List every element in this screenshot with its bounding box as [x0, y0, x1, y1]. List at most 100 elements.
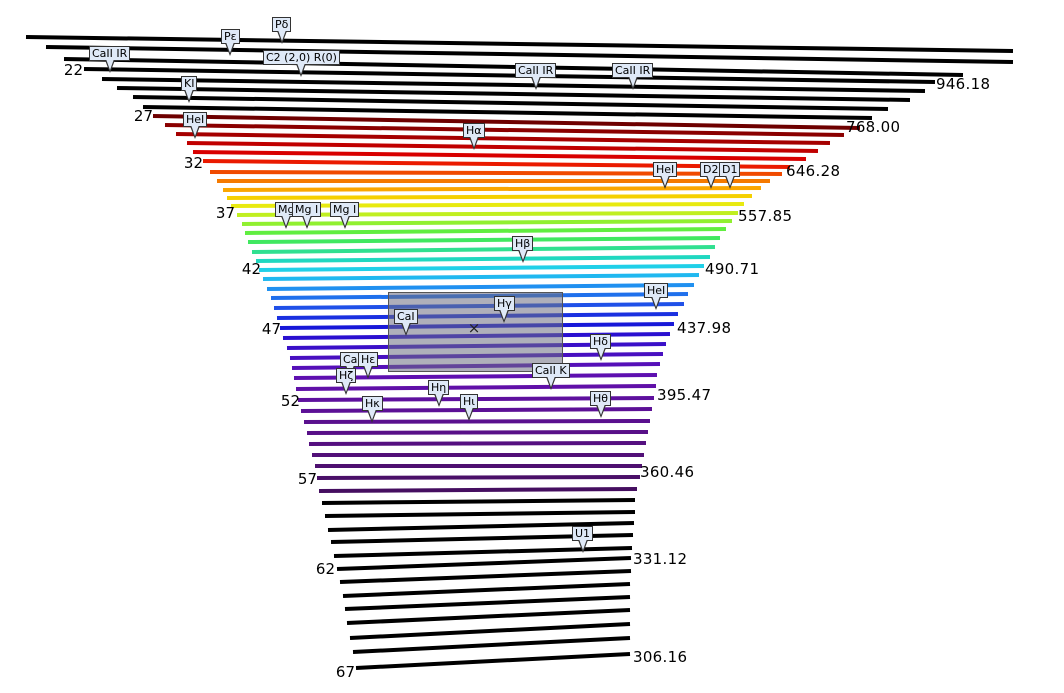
echelle-order-line: [175, 132, 831, 145]
echelle-order-line: [132, 95, 889, 111]
echelle-order-line: [186, 141, 819, 153]
echelle-order-line: [226, 194, 753, 200]
callout-label: Pδ: [272, 17, 292, 32]
spectral-line-callout[interactable]: Hζ: [336, 368, 357, 395]
spectral-line-callout[interactable]: Mg: [275, 202, 298, 229]
callout-label: Hι: [460, 394, 478, 409]
callout-pointer: [368, 409, 377, 420]
spectral-line-callout[interactable]: Hι: [460, 394, 478, 421]
echelle-order-line: [209, 170, 783, 176]
spectral-line-callout[interactable]: D1: [719, 162, 741, 189]
spectral-line-callout[interactable]: HeI: [644, 283, 669, 310]
echelle-order-line: [346, 608, 631, 625]
spectral-line-callout[interactable]: CaII IR: [89, 46, 131, 73]
echelle-order-line: [324, 510, 636, 518]
echelle-order-line: [222, 186, 762, 192]
callout-pointer: [191, 125, 200, 136]
callout-label: Hδ: [590, 334, 612, 349]
echelle-order-line: [316, 475, 641, 480]
spectral-line-callout[interactable]: Hθ: [590, 391, 612, 418]
callout-pointer: [302, 215, 311, 226]
callout-pointer: [578, 539, 587, 550]
callout-pointer: [340, 215, 349, 226]
callout-pointer: [342, 381, 351, 392]
spectral-line-callout[interactable]: CaII IR: [515, 63, 557, 90]
echelle-order-line: [251, 245, 716, 254]
spectral-line-callout[interactable]: Mg I: [292, 202, 322, 229]
callout-label: Mg: [275, 202, 298, 217]
callout-label: U1: [572, 526, 594, 541]
echelle-order-line: [318, 487, 638, 493]
callout-pointer: [628, 76, 637, 87]
echelle-order-line: [241, 219, 733, 226]
spectral-line-callout[interactable]: Hκ: [362, 396, 383, 423]
callout-label: Mg I: [330, 202, 360, 217]
spectral-line-callout[interactable]: Hη: [428, 380, 450, 407]
callout-pointer: [596, 404, 605, 415]
spectral-line-callout[interactable]: HeI: [653, 162, 678, 189]
callout-pointer: [725, 175, 734, 186]
echelle-order-line: [303, 419, 651, 424]
echelle-order-line: [262, 273, 700, 281]
callout-pointer: [401, 322, 410, 333]
spectral-line-callout[interactable]: KI: [181, 76, 198, 103]
echelle-order-line: [202, 159, 791, 169]
echelle-order-line: [142, 105, 873, 120]
callout-label: CaII IR: [612, 63, 654, 78]
spectral-line-callout[interactable]: CaII IR: [612, 63, 654, 90]
echelle-order-line: [164, 123, 845, 137]
selection-box[interactable]: [388, 292, 563, 372]
spectral-line-callout[interactable]: Mg I: [330, 202, 360, 229]
echelle-order-line: [266, 283, 695, 291]
spectral-line-callout[interactable]: Hγ: [494, 296, 515, 323]
spectral-line-callout[interactable]: Hβ: [512, 236, 534, 263]
spectral-line-callout[interactable]: HeI: [183, 112, 208, 139]
spectral-line-callout[interactable]: Hα: [463, 123, 485, 150]
callout-pointer: [546, 376, 555, 387]
callout-pointer: [531, 76, 540, 87]
spectral-line-callout[interactable]: Hε: [358, 352, 379, 379]
echelle-order-line: [295, 384, 657, 391]
echelle-order-line: [336, 556, 632, 571]
echelle-order-line: [45, 45, 1014, 64]
callout-pointer: [652, 296, 661, 307]
echelle-order-line: [101, 77, 926, 93]
echelle-order-line: [339, 569, 632, 584]
callout-label: CaII IR: [89, 46, 131, 61]
echelle-order-line: [321, 498, 636, 505]
spectral-line-callout[interactable]: U1: [572, 526, 594, 553]
callout-pointer: [434, 393, 443, 404]
spectral-line-callout[interactable]: Pδ: [272, 17, 292, 44]
callout-label: Hα: [463, 123, 485, 138]
callout-label: Hγ: [494, 296, 515, 311]
echelle-order-line: [258, 264, 705, 272]
callout-pointer: [661, 175, 670, 186]
echelle-order-line: [247, 236, 721, 244]
echelle-order-line: [300, 407, 653, 413]
callout-label: CaI: [394, 309, 418, 324]
echelle-order-line: [344, 595, 631, 611]
echelle-order-line: [306, 430, 649, 435]
callout-pointer: [518, 249, 527, 260]
callout-pointer: [297, 63, 306, 74]
crosshair-icon[interactable]: ×: [467, 319, 481, 337]
echelle-order-line: [116, 86, 911, 102]
echelle-order-line: [63, 57, 964, 77]
callout-pointer: [277, 30, 286, 41]
callout-pointer: [282, 215, 291, 226]
echelle-order-line: [25, 35, 1014, 53]
callout-pointer: [185, 89, 194, 100]
echelle-order-line: [152, 114, 861, 130]
callout-pointer: [465, 407, 473, 418]
spectral-line-callout[interactable]: Pε: [221, 29, 240, 56]
echelle-order-line: [355, 652, 631, 670]
echelle-order-line: [308, 441, 647, 446]
callout-label: HeI: [644, 283, 669, 298]
callout-pointer: [596, 347, 605, 358]
echelle-order-line: [244, 227, 727, 235]
spectral-line-callout[interactable]: CaII K: [532, 363, 570, 390]
spectral-line-callout[interactable]: CaI: [394, 309, 418, 336]
callout-label: Hθ: [590, 391, 612, 406]
spectral-line-callout[interactable]: Hδ: [590, 334, 612, 361]
spectral-line-callout[interactable]: C2 (2,0) R(0): [263, 50, 340, 77]
